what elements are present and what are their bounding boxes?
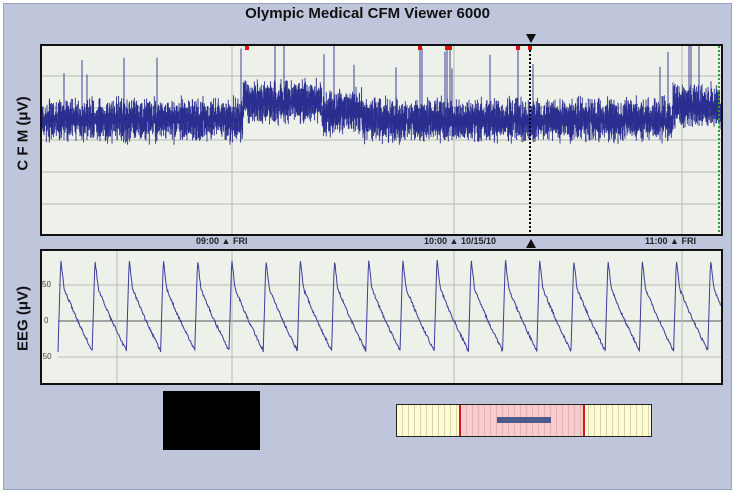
cursor-top-arrow-icon[interactable]	[526, 34, 536, 43]
cfm-trend-plot[interactable]	[40, 44, 723, 236]
event-marker	[516, 46, 520, 50]
event-marker	[418, 46, 422, 50]
eeg-tick-0: 0	[44, 316, 49, 325]
event-marker	[445, 46, 449, 50]
timeline-scrollbar[interactable]	[396, 404, 652, 437]
timeline-view-window[interactable]	[459, 405, 585, 436]
cfm-y-axis-label: C F M (μV)	[14, 96, 32, 171]
app-title: Olympic Medical CFM Viewer 6000	[245, 5, 490, 22]
eeg-trace	[57, 259, 721, 353]
event-markers	[245, 46, 532, 50]
time-label-0900: 09:00 ▲ FRI	[196, 236, 248, 246]
cursor-bottom-arrow-icon[interactable]	[526, 239, 536, 248]
eeg-y-axis-label: EEG (μV)	[14, 285, 32, 352]
cfm-grid	[42, 46, 721, 234]
eeg-tick-50: 50	[42, 280, 51, 289]
event-marker	[245, 46, 249, 50]
time-label-1100: 11:00 ▲ FRI	[645, 236, 696, 246]
eeg-tick-minus-50: -50	[42, 352, 52, 361]
event-marker	[528, 46, 532, 50]
eeg-plot: 50 0 -50	[40, 249, 723, 385]
cfm-trace	[42, 46, 721, 145]
eeg-plot-svg: 50 0 -50	[42, 251, 721, 383]
timeline-scroll-thumb[interactable]	[497, 417, 551, 423]
event-marker	[448, 46, 452, 50]
cfm-plot-svg	[42, 46, 721, 234]
time-label-1000: 10:00 ▲ 10/15/10	[424, 236, 496, 246]
eeg-grid	[58, 251, 721, 383]
video-preview-box	[163, 391, 260, 450]
